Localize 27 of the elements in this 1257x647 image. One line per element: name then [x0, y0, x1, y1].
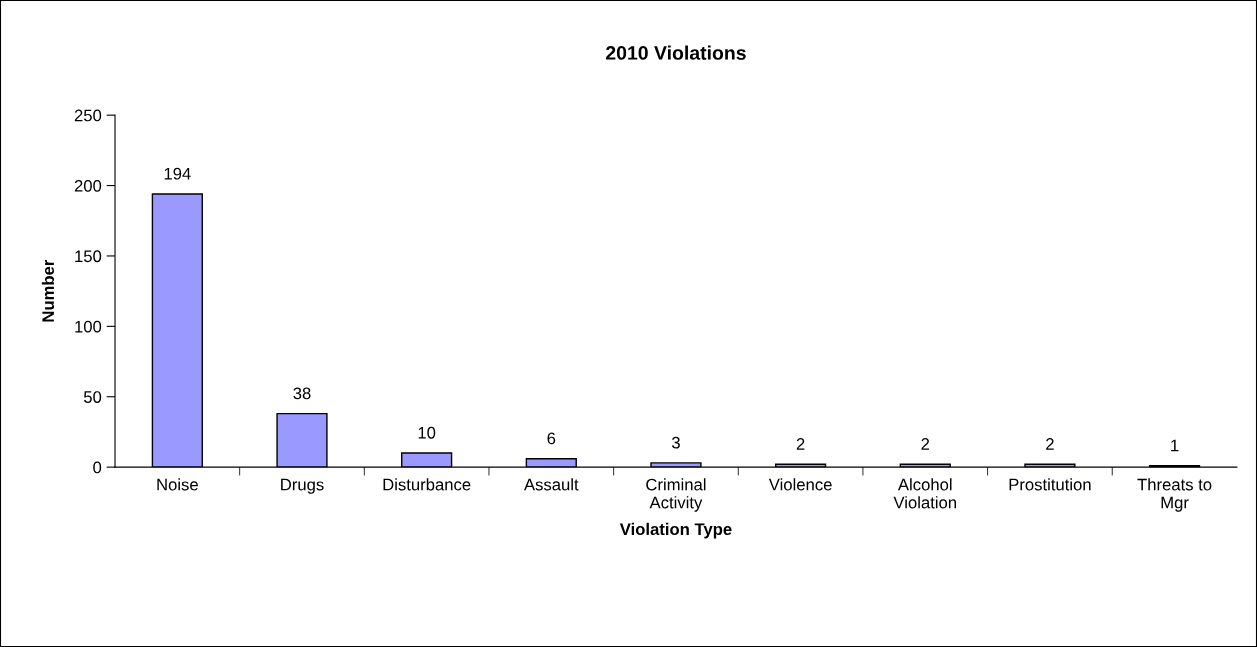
x-tick-label: Noise	[157, 478, 198, 491]
x-tick-label: Drugs	[281, 478, 324, 494]
x-axis-title: Violation Type	[619, 522, 732, 539]
data-label: 10	[418, 426, 436, 439]
x-tick-label: Criminal Activity	[646, 478, 706, 512]
x-tick-label: Assault	[524, 478, 579, 491]
data-label: 194	[164, 167, 191, 180]
data-label: 1	[1171, 439, 1179, 452]
data-label: 2	[1046, 438, 1054, 450]
y-tick-label: 100	[75, 320, 102, 333]
x-tick-label: Prostitution	[1009, 478, 1091, 491]
chart-title: 2010 Violations	[606, 45, 746, 60]
y-tick-label: 150	[75, 250, 102, 263]
data-label: 2	[796, 438, 805, 450]
y-tick-label: 0	[93, 461, 102, 474]
data-label: 38	[293, 387, 311, 400]
data-label: 6	[547, 432, 556, 445]
y-tick-label: 200	[74, 179, 102, 192]
y-axis-title: Number	[41, 259, 55, 322]
y-tick-label: 50	[83, 391, 102, 403]
x-tick-label: Threats to Mgr	[1137, 478, 1212, 512]
x-tick-label: Violence	[768, 478, 832, 491]
x-tick-label: Disturbance	[383, 478, 471, 491]
y-tick-label: 250	[74, 109, 102, 122]
x-tick-label: Alcohol Violation	[893, 478, 956, 509]
data-label: 2	[921, 438, 930, 450]
data-label: 3	[671, 436, 680, 449]
